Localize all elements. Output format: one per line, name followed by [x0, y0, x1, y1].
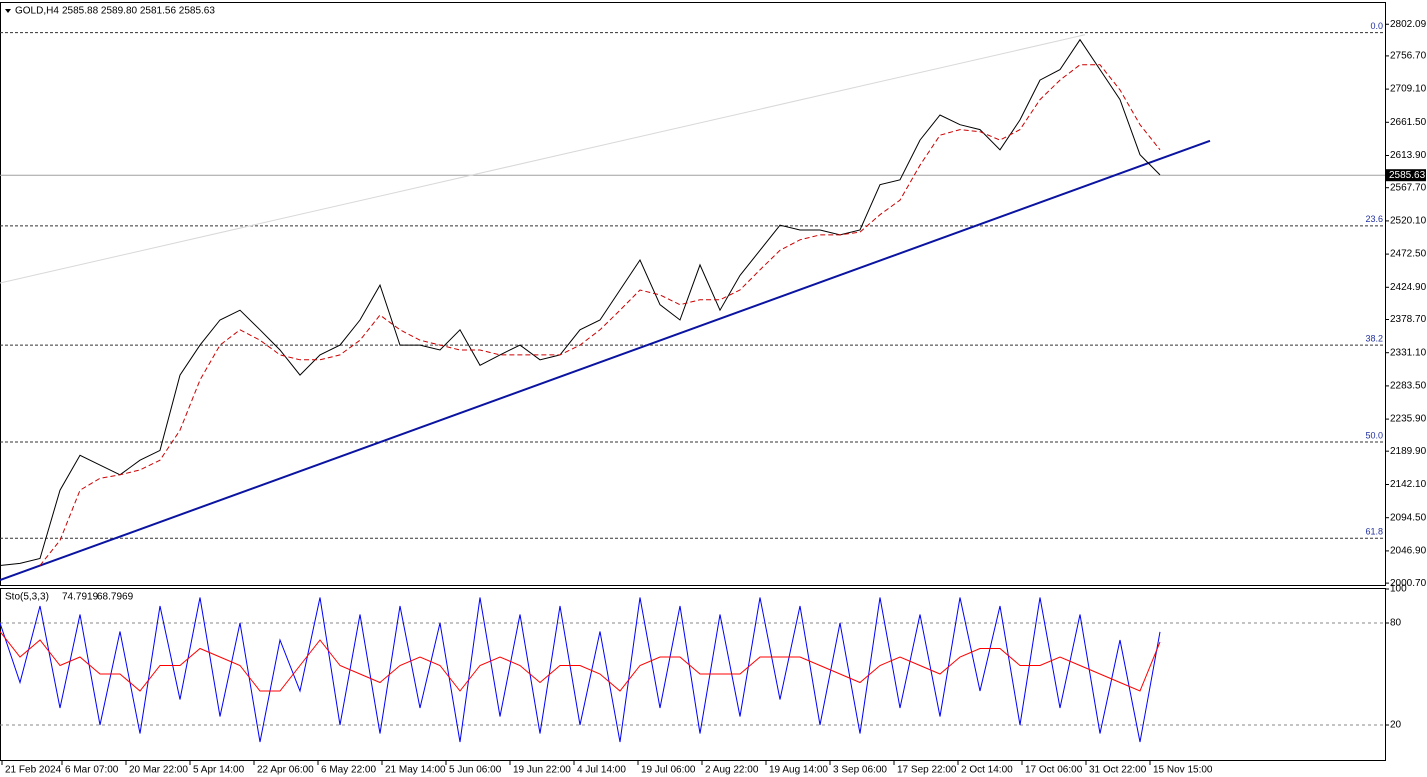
y-tick-label: 2283.50 [1390, 381, 1427, 392]
x-tick-label: 31 Oct 22:00 [1089, 765, 1147, 776]
x-tick-label: 19 Jul 06:00 [641, 765, 696, 776]
y-tick-label: 2661.50 [1390, 117, 1427, 128]
y-tick-label: 2378.70 [1390, 314, 1427, 325]
x-tick-label: 6 May 22:00 [321, 765, 376, 776]
series-line [39, 64, 1161, 566]
y-tick-label: 100 [1390, 584, 1407, 595]
oscillator-reading: 74.7919 [62, 592, 99, 603]
x-tick-label: 2 Oct 14:00 [961, 765, 1013, 776]
x-tick-label: 17 Oct 06:00 [1025, 765, 1083, 776]
x-tick-label: 4 Jul 14:00 [577, 765, 626, 776]
y-tick-label: 2424.90 [1390, 282, 1427, 293]
y-tick-label: 2613.90 [1390, 150, 1427, 161]
y-tick-label: 2472.50 [1390, 249, 1427, 260]
y-tick-label: 2756.70 [1390, 51, 1427, 62]
price-quote: 2585.88 2589.80 2581.56 2585.63 [62, 6, 215, 17]
y-tick-label: 2331.10 [1390, 347, 1427, 358]
y-tick-label: 2520.10 [1390, 216, 1427, 227]
fib-label: 50.0 [1365, 430, 1383, 440]
y-tick-label: 2235.90 [1390, 414, 1427, 425]
x-tick-label: 5 Jun 06:00 [449, 765, 502, 776]
price-panel-frame [0, 2, 1386, 586]
y-tick-label: 2000.70 [1390, 578, 1427, 589]
x-tick-label: 21 Feb 2024 [5, 765, 62, 776]
y-tick-label: 2567.70 [1390, 182, 1427, 193]
trendline [0, 34, 1086, 284]
last-price-box [1386, 169, 1426, 182]
y-tick-label: 20 [1390, 720, 1402, 731]
price-title: GOLD,H4 [15, 6, 59, 17]
fib-label: 61.8 [1365, 527, 1383, 537]
fib-label: 38.2 [1365, 333, 1383, 343]
y-tick-label: 2709.10 [1390, 84, 1427, 95]
series-line [0, 631, 1161, 692]
x-tick-label: 17 Sep 22:00 [897, 765, 957, 776]
y-tick-label: 2189.90 [1390, 446, 1427, 457]
series-line [0, 38, 1161, 566]
menu-arrow[interactable] [5, 9, 11, 13]
y-tick-label: 80 [1390, 618, 1402, 629]
x-tick-label: 20 Mar 22:00 [129, 765, 188, 776]
y-tick-label: 2094.50 [1390, 512, 1427, 523]
oscillator-panel-frame [0, 588, 1386, 761]
x-tick-label: 21 May 14:00 [385, 765, 446, 776]
y-tick-label: 2142.10 [1390, 479, 1427, 490]
y-tick-label: 2046.90 [1390, 546, 1427, 557]
x-tick-label: 5 Apr 14:00 [193, 765, 245, 776]
fib-label: 23.6 [1365, 214, 1383, 224]
trendline [0, 139, 1211, 582]
last-price-label: 2585.63 [1389, 170, 1426, 181]
series-line [0, 597, 1161, 743]
x-tick-label: 22 Apr 06:00 [257, 765, 314, 776]
oscillator-title: Sto(5,3,3) [5, 592, 49, 603]
x-tick-label: 19 Aug 14:00 [769, 765, 828, 776]
x-tick-label: 2 Aug 22:00 [705, 765, 759, 776]
x-tick-label: 3 Sep 06:00 [833, 765, 887, 776]
x-tick-label: 19 Jun 22:00 [513, 765, 571, 776]
oscillator-reading: 68.7969 [97, 592, 134, 603]
x-tick-label: 6 Mar 07:00 [65, 765, 119, 776]
x-tick-label: 15 Nov 15:00 [1153, 765, 1213, 776]
fib-label: 0.0 [1370, 21, 1383, 31]
y-tick-label: 2802.09 [1390, 19, 1427, 30]
